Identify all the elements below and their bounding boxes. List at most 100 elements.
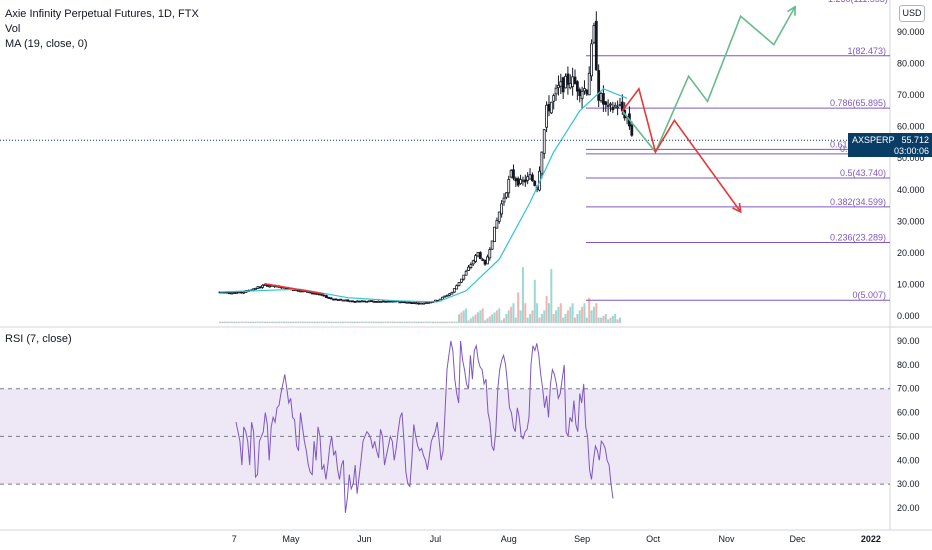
candle-body	[355, 300, 359, 303]
volume-bar	[462, 310, 465, 323]
candle-body	[228, 292, 231, 295]
price-value: 55.712	[901, 135, 929, 145]
candle-body	[341, 299, 345, 302]
ma-label[interactable]: MA (19, close, 0)	[5, 38, 88, 50]
volume-bar	[562, 317, 565, 323]
candle-body	[549, 101, 553, 114]
candle-body	[474, 255, 478, 262]
candle-body	[540, 151, 544, 175]
candle-body	[344, 299, 347, 302]
price-tick-label: 30.000	[897, 216, 925, 226]
volume-bar	[529, 314, 532, 323]
volume-bar	[491, 314, 494, 323]
trend-line	[264, 283, 325, 295]
volume-bar	[555, 310, 558, 323]
candle-body	[521, 179, 525, 182]
candle-body	[504, 192, 508, 198]
candle-body	[592, 25, 596, 43]
price-tick-label: 0.000	[897, 311, 920, 321]
volume-bar	[233, 321, 236, 323]
currency-button[interactable]: USD	[899, 5, 925, 22]
volume-bar	[533, 279, 536, 323]
candle-body	[481, 259, 485, 261]
candle-body	[467, 266, 470, 271]
volume-bar	[488, 316, 491, 323]
volume-bar	[353, 321, 356, 323]
candle-body	[332, 298, 336, 301]
candle-body	[478, 252, 482, 259]
volume-bar	[479, 310, 482, 323]
volume-bar	[403, 321, 406, 323]
candle-body	[329, 297, 333, 300]
candle-body	[528, 174, 532, 180]
candle-body	[422, 302, 425, 305]
price-tick-label: 40.000	[897, 185, 925, 195]
volume-bar	[455, 321, 458, 323]
volume-bar	[372, 321, 375, 323]
volume-bar	[415, 321, 418, 323]
candle-body	[575, 81, 579, 92]
candle-body	[459, 278, 463, 283]
fib-level-label: 1.236(111.553)	[828, 0, 888, 4]
candle-body	[381, 300, 385, 303]
volume-bar	[332, 321, 335, 323]
candle-body	[583, 88, 586, 92]
volume-bar	[370, 321, 373, 323]
volume-bar	[493, 312, 496, 323]
candle-body	[495, 220, 499, 229]
candle-body	[559, 81, 563, 87]
price-tick-label: 90.000	[897, 27, 925, 37]
candle-body	[441, 296, 444, 300]
candle-body	[424, 302, 428, 305]
volume-bar	[531, 310, 534, 323]
candle-body	[322, 294, 326, 297]
time-tick-label: Jun	[357, 534, 372, 544]
time-tick-label: Sep	[574, 534, 590, 544]
volume-bar	[306, 321, 309, 323]
volume-bar	[550, 269, 553, 323]
volume-bar	[469, 318, 472, 323]
candle-body	[415, 302, 418, 305]
volume-bar	[330, 321, 333, 323]
volume-label[interactable]: Vol	[5, 23, 21, 35]
fib-level-label: 1(82.473)	[847, 46, 886, 56]
volume-bar	[597, 317, 600, 323]
candle-body	[533, 181, 537, 186]
candle-body	[351, 300, 354, 303]
volume-bar	[609, 317, 612, 323]
volume-bar	[592, 306, 595, 323]
volume-bar	[297, 321, 300, 323]
candle-body	[256, 286, 260, 289]
volume-bar	[552, 314, 555, 323]
volume-bar	[361, 321, 363, 323]
volume-bar	[389, 321, 392, 323]
volume-bar	[602, 315, 605, 323]
rsi-tick-label: 70.00	[897, 384, 920, 394]
volume-bar	[242, 321, 245, 323]
candle-body	[445, 294, 449, 297]
volume-bar	[405, 321, 408, 323]
volume-bar	[472, 316, 475, 323]
volume-bar	[526, 317, 529, 323]
candle-body	[377, 300, 380, 303]
volume-bar	[398, 321, 401, 323]
volume-bar	[387, 321, 390, 323]
volume-bar	[434, 321, 437, 323]
candle-body	[258, 286, 262, 289]
volume-bar	[278, 321, 281, 323]
volume-bar	[521, 267, 524, 323]
volume-bar	[569, 306, 572, 323]
rsi-legend[interactable]: RSI (7, close)	[5, 333, 72, 345]
candle-body	[230, 292, 234, 295]
volume-bar	[294, 321, 297, 323]
volume-bar	[545, 296, 548, 323]
candle-body	[239, 291, 243, 294]
volume-bar	[446, 321, 449, 323]
volume-bar	[368, 321, 371, 323]
volume-bar	[484, 320, 487, 323]
volume-bar	[571, 303, 574, 323]
symbol-title[interactable]: Axie Infinity Perpetual Futures, 1D, FTX	[5, 8, 199, 20]
volume-bar	[342, 321, 345, 323]
time-tick-label: Nov	[718, 534, 735, 544]
